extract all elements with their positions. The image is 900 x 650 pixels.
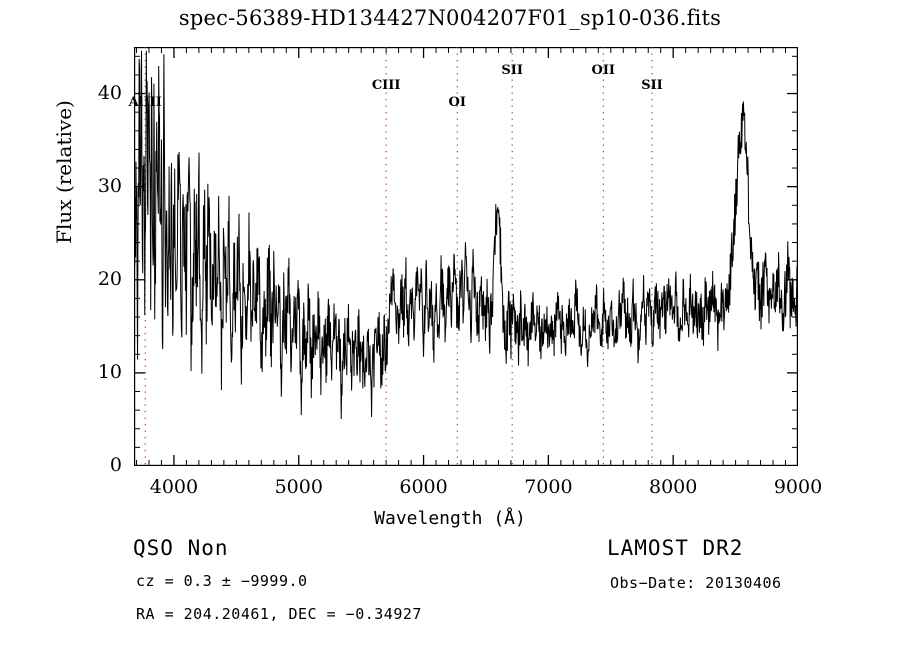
y-tick-label: 20 [97,267,122,290]
object-class-label: QSO Non [133,536,229,560]
x-tick-label: 5000 [274,476,323,498]
coordinates-label: RA = 204.20461, DEC = −0.34927 [136,605,422,623]
y-axis-label: Flux (relative) [52,100,76,244]
y-tick-label: 40 [97,81,122,104]
spectral-line-label: OI [448,95,466,111]
chart-plot-area [134,47,798,466]
x-tick-label: 9000 [773,476,823,498]
x-tick-label: 4000 [149,476,199,498]
survey-label: LAMOST DR2 [607,536,744,560]
spectral-line-label: SII [501,62,523,78]
x-tick-label: 6000 [399,476,448,498]
spectrum-chart-svg [134,47,798,466]
x-tick-label: 8000 [649,476,698,498]
y-tick-label: 0 [109,454,122,476]
page-title: spec-56389-HD134427N004207F01_sp10-036.f… [178,6,722,30]
x-tick-label: 7000 [524,476,573,498]
spectral-line-label: CIII [371,78,401,94]
y-tick-label: 10 [97,360,122,383]
obs-date-label: Obs−Date: 20130406 [610,574,782,592]
spectral-line-label: OII [591,62,616,78]
redshift-label: cz = 0.3 ± −9999.0 [136,572,308,590]
spectral-line-label: AlIII [128,95,162,111]
y-tick-label: 30 [97,174,122,197]
x-axis-label: Wavelength (Å) [374,508,526,529]
spectral-line-label: SII [641,78,663,94]
